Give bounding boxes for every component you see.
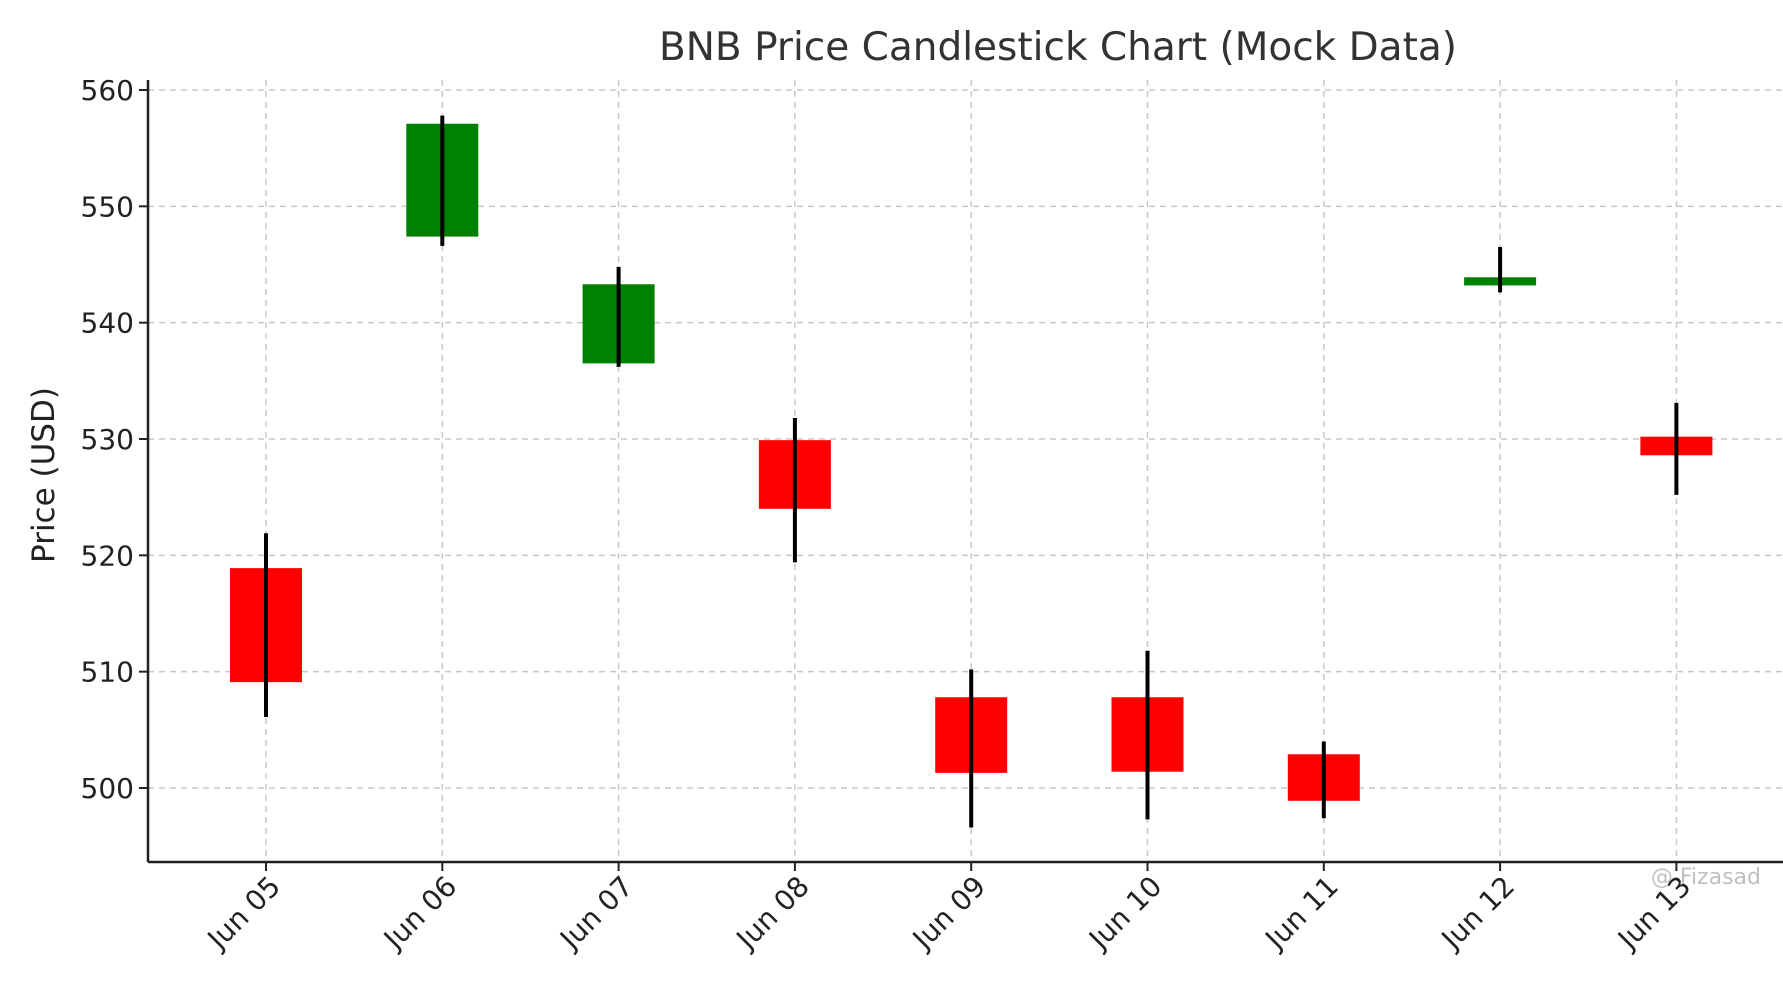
x-tick-label: Jun 11 [1258,870,1345,957]
y-tick-label: 540 [81,307,134,340]
y-tick-label: 520 [81,539,134,572]
y-ticks: 500 510 520 530 540 550 560 [81,74,148,805]
candle-jun-11 [1287,741,1360,819]
candle-jun-05 [230,533,302,718]
candle-jun-13 [1640,402,1713,495]
candle-jun-09 [935,669,1008,828]
x-tick-label: Jun 12 [1434,870,1521,957]
x-ticks: Jun 05 Jun 06 Jun 07 Jun 08 Jun 09 Jun 10 Jun … [200,862,1697,957]
candle-jun-07 [582,266,655,367]
x-tick-label: Jun 06 [376,870,463,957]
candle-jun-12 [1464,247,1537,293]
candles [230,115,1713,828]
y-tick-label: 560 [81,74,134,107]
chart-title: BNB Price Candlestick Chart (Mock Data) [659,25,1457,70]
y-tick-label: 530 [81,423,134,456]
x-tick-label: Jun 10 [1081,870,1168,957]
candle-jun-08 [758,418,831,563]
watermark: @ Fizasad [1650,865,1761,890]
x-tick-label: Jun 05 [200,870,287,957]
x-tick-label: Jun 07 [552,870,639,957]
x-tick-label: Jun 08 [729,870,816,957]
x-tick-label: Jun 09 [905,870,992,957]
candle-jun-06 [406,115,479,246]
y-tick-label: 500 [81,772,134,805]
y-tick-label: 510 [81,656,134,689]
candle-jun-10 [1111,650,1184,820]
y-axis-label: Price (USD) [26,387,62,563]
y-tick-label: 550 [81,190,134,223]
axes [146,80,1783,864]
